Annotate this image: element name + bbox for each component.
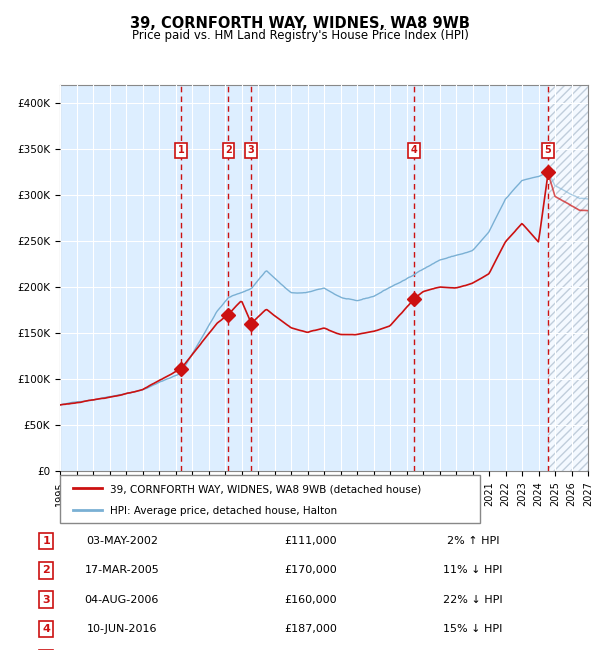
Text: 39, CORNFORTH WAY, WIDNES, WA8 9WB: 39, CORNFORTH WAY, WIDNES, WA8 9WB: [130, 16, 470, 31]
Text: 11% ↓ HPI: 11% ↓ HPI: [443, 566, 502, 575]
Text: 3: 3: [43, 595, 50, 604]
Text: 22% ↓ HPI: 22% ↓ HPI: [443, 595, 503, 604]
FancyBboxPatch shape: [60, 474, 480, 523]
Text: 39, CORNFORTH WAY, WIDNES, WA8 9WB (detached house): 39, CORNFORTH WAY, WIDNES, WA8 9WB (deta…: [110, 484, 422, 494]
Bar: [548, 84, 588, 471]
Text: £111,000: £111,000: [284, 536, 337, 546]
Text: HPI: Average price, detached house, Halton: HPI: Average price, detached house, Halt…: [110, 506, 338, 515]
Text: 3: 3: [248, 145, 254, 155]
Text: 2: 2: [43, 566, 50, 575]
Text: 15% ↓ HPI: 15% ↓ HPI: [443, 624, 502, 634]
Text: 04-AUG-2006: 04-AUG-2006: [85, 595, 159, 604]
Text: 2: 2: [225, 145, 232, 155]
Text: 5: 5: [545, 145, 551, 155]
Text: 1: 1: [43, 536, 50, 546]
Text: £170,000: £170,000: [284, 566, 337, 575]
Text: £187,000: £187,000: [284, 624, 337, 634]
Text: £160,000: £160,000: [284, 595, 337, 604]
Text: 4: 4: [410, 145, 417, 155]
Text: Price paid vs. HM Land Registry's House Price Index (HPI): Price paid vs. HM Land Registry's House …: [131, 29, 469, 42]
Text: 10-JUN-2016: 10-JUN-2016: [86, 624, 157, 634]
Text: 03-MAY-2002: 03-MAY-2002: [86, 536, 158, 546]
Text: 17-MAR-2005: 17-MAR-2005: [85, 566, 159, 575]
Text: 4: 4: [42, 624, 50, 634]
Text: 2% ↑ HPI: 2% ↑ HPI: [446, 536, 499, 546]
Text: 1: 1: [178, 145, 184, 155]
Bar: [548, 84, 588, 471]
